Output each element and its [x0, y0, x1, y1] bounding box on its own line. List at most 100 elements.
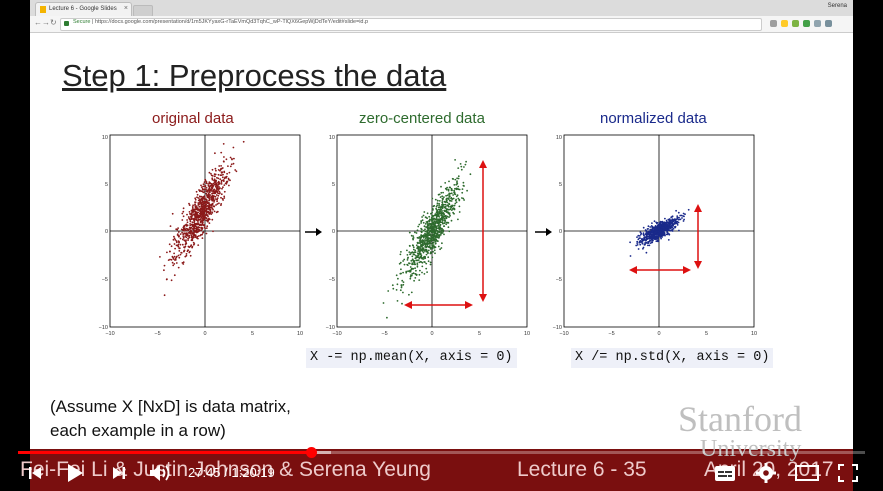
scatter-point	[207, 191, 209, 193]
y-tick-label: −5	[329, 277, 335, 283]
scatter-point	[183, 239, 186, 242]
volume-icon[interactable]	[149, 463, 175, 483]
scatter-point	[223, 156, 225, 158]
reload-icon[interactable]: ↻	[50, 18, 57, 27]
scatter-point	[217, 194, 220, 197]
scatter-point	[192, 204, 194, 207]
scatter-point	[424, 257, 426, 259]
scatter-point	[195, 226, 198, 228]
scatter-point	[400, 251, 402, 253]
arrowhead	[465, 301, 473, 309]
scatter-point	[454, 202, 457, 205]
scatter-point	[212, 199, 214, 202]
scatter-point	[438, 231, 441, 234]
scatter-point	[180, 228, 183, 231]
scatter-point	[201, 219, 203, 222]
scatter-point	[434, 218, 437, 221]
scatter-point	[175, 262, 178, 264]
scatter-point	[208, 199, 211, 202]
next-icon[interactable]	[112, 465, 126, 481]
back-icon[interactable]: ←	[34, 18, 42, 27]
scatter-point	[443, 209, 446, 212]
extension-icon[interactable]	[792, 20, 799, 27]
progress-bar[interactable]	[18, 451, 865, 454]
scatter-point	[192, 217, 194, 220]
scatter-point	[196, 213, 199, 216]
scatter-point	[441, 201, 444, 204]
scatter-point	[194, 201, 197, 204]
scatter-point	[192, 241, 195, 244]
scatter-point	[433, 220, 436, 222]
scatter-point	[412, 235, 415, 237]
scatter-point	[183, 225, 186, 228]
previous-icon[interactable]	[28, 465, 42, 481]
scrubber-handle[interactable]	[306, 447, 317, 458]
scatter-point	[216, 190, 219, 193]
scatter-point	[426, 231, 429, 233]
scatter-point	[205, 187, 208, 189]
scatter-point	[436, 225, 438, 228]
scatter-points	[159, 140, 245, 297]
scatter-point	[456, 181, 458, 184]
scatter-point	[434, 246, 437, 249]
scatter-point	[679, 218, 682, 221]
scatter-point	[191, 239, 194, 242]
fullscreen-icon[interactable]	[838, 464, 858, 482]
scatter-point	[443, 225, 445, 228]
scatter-point	[411, 263, 413, 266]
search-icon[interactable]	[770, 20, 777, 27]
scatter-point	[215, 169, 217, 172]
theater-icon[interactable]	[795, 465, 819, 481]
scatter-point	[422, 221, 425, 224]
scatter-point	[217, 173, 220, 176]
scatter-point	[429, 246, 432, 249]
scatter-point	[440, 207, 442, 209]
scatter-point	[223, 184, 226, 186]
menu-icon[interactable]	[825, 20, 832, 27]
scatter-point	[424, 242, 426, 245]
scatter-point	[185, 227, 188, 230]
slides-favicon-icon	[40, 6, 46, 13]
scatter-point	[201, 237, 204, 239]
scatter-point	[422, 251, 425, 254]
scatter-point	[649, 236, 651, 238]
browser-tab[interactable]: Lecture 6 - Google Slides ×	[35, 2, 132, 17]
scatter-point	[448, 193, 450, 196]
forward-icon[interactable]: →	[42, 18, 50, 27]
scatter-point	[425, 239, 427, 242]
check-extension-icon[interactable]	[803, 20, 810, 27]
scatter-point	[434, 221, 437, 224]
cast-icon[interactable]	[814, 20, 821, 27]
browser-user-name[interactable]: Serena	[827, 3, 847, 9]
scatter-point	[425, 233, 428, 236]
scatter-point	[447, 205, 450, 208]
scatter-point	[444, 205, 447, 208]
scatter-point	[437, 208, 440, 211]
scatter-point	[438, 211, 440, 213]
scatter-point	[203, 224, 206, 227]
tab-close-icon[interactable]: ×	[123, 5, 128, 12]
subtitles-icon[interactable]	[714, 465, 736, 482]
scatter-point	[420, 240, 423, 242]
star-icon[interactable]	[781, 20, 788, 27]
scatter-point	[201, 187, 204, 190]
address-bar[interactable]: Secure | https://docs.google.com/present…	[60, 18, 762, 31]
scatter-point	[442, 215, 444, 217]
browser-tab-title: Lecture 6 - Google Slides	[49, 6, 117, 12]
scatter-point	[402, 281, 405, 283]
scatter-point	[442, 216, 445, 219]
scatter-point	[657, 237, 660, 240]
scatter-point	[382, 302, 385, 304]
scatter-point	[205, 214, 208, 217]
settings-icon[interactable]	[756, 463, 776, 483]
scatter-point	[215, 189, 218, 192]
scatter-point	[422, 229, 425, 232]
scatter-point	[635, 244, 638, 247]
scatter-point	[198, 226, 201, 229]
scatter-point	[677, 211, 680, 214]
scatter-point	[406, 259, 409, 261]
scatter-point	[185, 223, 188, 226]
scatter-point	[398, 262, 401, 265]
scatter-point	[233, 157, 235, 160]
play-icon[interactable]	[66, 463, 84, 483]
